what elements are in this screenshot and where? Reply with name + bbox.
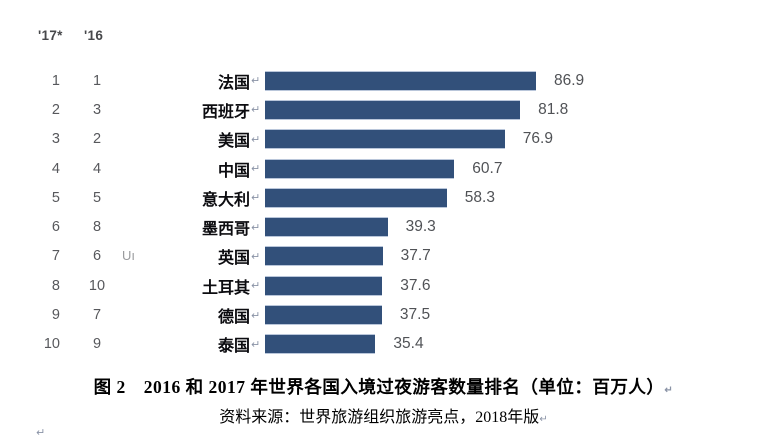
- paragraph-mark-icon: ↵: [539, 414, 548, 425]
- bar-value: 37.7: [400, 247, 431, 265]
- paragraph-mark-icon: ↵: [251, 309, 261, 322]
- paragraph-mark-icon: ↵: [251, 280, 261, 293]
- leftover-uk-text: Uı: [122, 247, 135, 263]
- paragraph-mark-icon: ↵: [251, 75, 261, 88]
- bar-value: 60.7: [472, 159, 503, 177]
- rank-2017: 7: [51, 248, 60, 265]
- bar-chart: 1 1 法国 ↵ 86.9 2 3 西班牙 ↵ 81.8 3 2 美国 ↵ 76…: [0, 66, 767, 359]
- figure-caption-source: 资料来源：世界旅游组织旅游亮点，2018年版↵: [0, 403, 767, 427]
- figure-caption-title: 图 2 2016 和 2017 年世界各国入境过夜游客数量排名（单位：百万人）↵: [0, 374, 767, 399]
- country-label: 中国: [217, 162, 250, 180]
- country-label: 法国: [217, 74, 250, 92]
- chart-row-germany: 9 7 德国 ↵ 37.5: [0, 300, 767, 329]
- rank-2016: 9: [92, 336, 102, 353]
- bar-value: 86.9: [554, 71, 585, 89]
- rank-2016: 8: [92, 219, 102, 236]
- paragraph-mark-icon: ↵: [251, 133, 261, 146]
- paragraph-mark-icon: ↵: [664, 385, 674, 396]
- rank-2016: 10: [88, 277, 106, 294]
- chart-row-usa: 3 2 美国 ↵ 76.9: [0, 125, 767, 154]
- rank-2016: 4: [92, 160, 102, 177]
- bar-value: 81.8: [538, 100, 569, 118]
- paragraph-mark-icon: ↵: [251, 221, 261, 234]
- paragraph-mark-icon: ↵: [251, 163, 261, 176]
- bar: [265, 218, 388, 237]
- rank-2017: 2: [51, 101, 60, 118]
- rank-2016: 1: [92, 72, 102, 89]
- paragraph-mark-icon: ↵: [36, 427, 46, 439]
- bar: [265, 130, 505, 149]
- country-label: 英国: [217, 250, 250, 268]
- chart-row-turkey: 8 10 土耳其 ↵ 37.6: [0, 271, 767, 300]
- bar-value: 37.5: [399, 306, 431, 324]
- bar: [265, 100, 521, 119]
- rank-2016: 7: [92, 307, 102, 324]
- rank-2016: 2: [92, 131, 102, 148]
- rank-2016: 3: [92, 101, 102, 118]
- bar-value: 37.6: [400, 276, 431, 294]
- bar-value: 35.4: [393, 335, 424, 353]
- country-label: 意大利: [201, 191, 250, 209]
- rank-2017: 1: [51, 72, 60, 89]
- paragraph-mark-icon: ↵: [251, 338, 261, 351]
- rank-2016: 6: [92, 248, 102, 265]
- rank-2016: 5: [92, 189, 102, 206]
- country-label: 土耳其: [201, 279, 250, 297]
- country-label: 德国: [217, 309, 250, 327]
- rank-2017: 6: [51, 219, 60, 236]
- bar: [265, 188, 447, 207]
- bar: [265, 306, 382, 325]
- bar: [265, 276, 383, 295]
- chart-row-uk: 7 6 Uı 英国 ↵ 37.7: [0, 242, 767, 271]
- chart-row-mexico: 6 8 墨西哥 ↵ 39.3: [0, 212, 767, 241]
- country-label: 墨西哥: [201, 221, 250, 239]
- rank-2017: 8: [51, 277, 60, 294]
- country-label: 泰国: [217, 338, 250, 356]
- rank-2017: 9: [51, 307, 60, 324]
- rank-2017: 3: [51, 131, 60, 148]
- country-label: 西班牙: [201, 103, 250, 121]
- rank-header-2017: '17*: [38, 28, 63, 43]
- figure-caption-source-text: 资料来源：世界旅游组织旅游亮点，2018年版: [219, 409, 540, 426]
- bar: [265, 247, 383, 266]
- chart-row-thailand: 10 9 泰国 ↵ 35.4: [0, 330, 767, 359]
- rank-header-2016: '16: [84, 28, 104, 43]
- figure-caption: 图 2 2016 和 2017 年世界各国入境过夜游客数量排名（单位：百万人）↵…: [0, 374, 767, 427]
- bar-value: 76.9: [522, 130, 553, 148]
- bar-value: 58.3: [464, 188, 495, 206]
- paragraph-mark-icon: ↵: [251, 250, 261, 263]
- bar: [265, 71, 536, 90]
- country-label: 美国: [217, 133, 250, 151]
- bar-value: 39.3: [405, 218, 436, 236]
- rank-2017: 10: [43, 336, 60, 353]
- paragraph-mark-icon: ↵: [251, 104, 261, 117]
- chart-row-spain: 2 3 西班牙 ↵ 81.8: [0, 95, 767, 124]
- chart-row-france: 1 1 法国 ↵ 86.9: [0, 66, 767, 95]
- rank-2017: 4: [51, 160, 60, 177]
- bar: [265, 335, 376, 354]
- chart-row-china: 4 4 中国 ↵ 60.7: [0, 154, 767, 183]
- bar: [265, 159, 455, 178]
- figure-caption-title-text: 图 2 2016 和 2017 年世界各国入境过夜游客数量排名（单位：百万人）: [93, 377, 665, 397]
- rank-2017: 5: [51, 189, 60, 206]
- chart-row-italy: 5 5 意大利 ↵ 58.3: [0, 183, 767, 212]
- paragraph-mark-icon: ↵: [251, 192, 261, 205]
